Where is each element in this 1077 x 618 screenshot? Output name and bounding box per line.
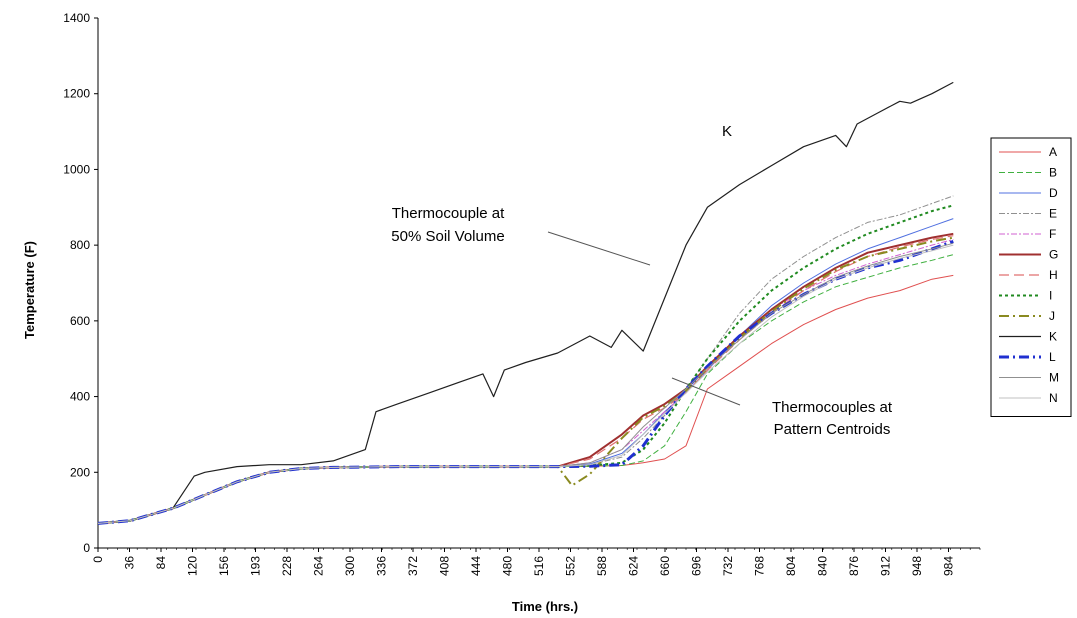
y-tick-label: 1400 bbox=[63, 11, 90, 25]
series-line-I bbox=[97, 204, 954, 525]
x-tick-label: 444 bbox=[469, 556, 483, 576]
y-tick-label: 800 bbox=[70, 238, 90, 252]
annotation-k-label: K bbox=[722, 123, 732, 140]
x-tick-label: 408 bbox=[438, 556, 452, 576]
x-tick-label: 552 bbox=[564, 556, 578, 576]
x-tick-label: 300 bbox=[343, 556, 357, 576]
x-tick-label: 264 bbox=[312, 556, 326, 576]
x-tick-label: 156 bbox=[217, 556, 231, 576]
x-tick-label: 336 bbox=[375, 556, 389, 576]
x-axis-title: Time (hrs.) bbox=[512, 599, 578, 614]
series-layer bbox=[97, 81, 954, 525]
x-tick-label: 36 bbox=[123, 556, 137, 570]
series-line-D bbox=[97, 218, 954, 524]
x-tick-label: 228 bbox=[280, 556, 294, 576]
x-tick-label: 948 bbox=[910, 556, 924, 576]
y-axis-title: Temperature (F) bbox=[22, 241, 37, 339]
y-tick-label: 1200 bbox=[63, 87, 90, 101]
legend-label-E: E bbox=[1049, 207, 1057, 221]
legend-label-F: F bbox=[1049, 227, 1056, 241]
annotation-soil-line2: 50% Soil Volume bbox=[391, 228, 504, 245]
legend-label-B: B bbox=[1049, 166, 1057, 180]
x-tick-label: 480 bbox=[501, 556, 515, 576]
legend-label-M: M bbox=[1049, 371, 1059, 385]
x-tick-label: 732 bbox=[721, 556, 735, 576]
annotation-centroids-line2: Pattern Centroids bbox=[774, 421, 891, 438]
series-line-B bbox=[97, 254, 954, 524]
annotation-soil-leader bbox=[547, 231, 651, 266]
legend-label-H: H bbox=[1049, 268, 1058, 282]
axes: 0 200 400 600 800 1000 1200 1400 0 36 84 120 156 193 2… bbox=[22, 11, 981, 614]
y-tick-label: 400 bbox=[70, 390, 90, 404]
legend-label-L: L bbox=[1049, 350, 1056, 364]
legend-label-J: J bbox=[1049, 309, 1055, 323]
annotation-centroids-line1: Thermocouples at bbox=[772, 399, 893, 416]
annotation-soil-line1: Thermocouple at bbox=[392, 205, 505, 222]
x-tick-label: 516 bbox=[532, 556, 546, 576]
series-line-H bbox=[97, 235, 954, 524]
series-line-F bbox=[97, 239, 954, 524]
series-line-K bbox=[97, 81, 954, 524]
legend-label-G: G bbox=[1049, 248, 1058, 262]
series-line-E bbox=[97, 195, 954, 524]
x-tick-label: 696 bbox=[690, 556, 704, 576]
legend-label-K: K bbox=[1049, 330, 1057, 344]
x-tick-label: 660 bbox=[658, 556, 672, 576]
x-tick-label: 372 bbox=[406, 556, 420, 576]
legend-label-D: D bbox=[1049, 186, 1058, 200]
legend-label-I: I bbox=[1049, 289, 1052, 303]
series-line-L bbox=[97, 239, 954, 525]
x-tick-label: 804 bbox=[784, 556, 798, 576]
x-tick-label: 624 bbox=[627, 556, 641, 576]
legend-box bbox=[990, 137, 1072, 417]
x-tick-label: 876 bbox=[847, 556, 861, 576]
legend-label-A: A bbox=[1049, 145, 1057, 159]
x-tick-label: 768 bbox=[753, 556, 767, 576]
legend-label-N: N bbox=[1049, 391, 1058, 405]
x-tick-label: 840 bbox=[816, 556, 830, 576]
x-tick-label: 120 bbox=[186, 556, 200, 576]
x-tick-label: 84 bbox=[154, 556, 168, 570]
y-tick-label: 200 bbox=[70, 465, 90, 479]
x-tick-label: 0 bbox=[91, 556, 105, 563]
series-line-N bbox=[97, 244, 954, 524]
annotation-centroids-leader bbox=[671, 377, 741, 406]
x-tick-label: 588 bbox=[595, 556, 609, 576]
x-tick-label: 984 bbox=[942, 556, 956, 576]
x-tick-label: 912 bbox=[879, 556, 893, 576]
x-tick-label: 193 bbox=[249, 556, 263, 576]
annotations: K Thermocouple at 50% Soil Volume Thermocou… bbox=[391, 123, 893, 438]
y-tick-label: 0 bbox=[83, 541, 90, 555]
y-tick-label: 600 bbox=[70, 314, 90, 328]
y-tick-label: 1000 bbox=[63, 162, 90, 176]
